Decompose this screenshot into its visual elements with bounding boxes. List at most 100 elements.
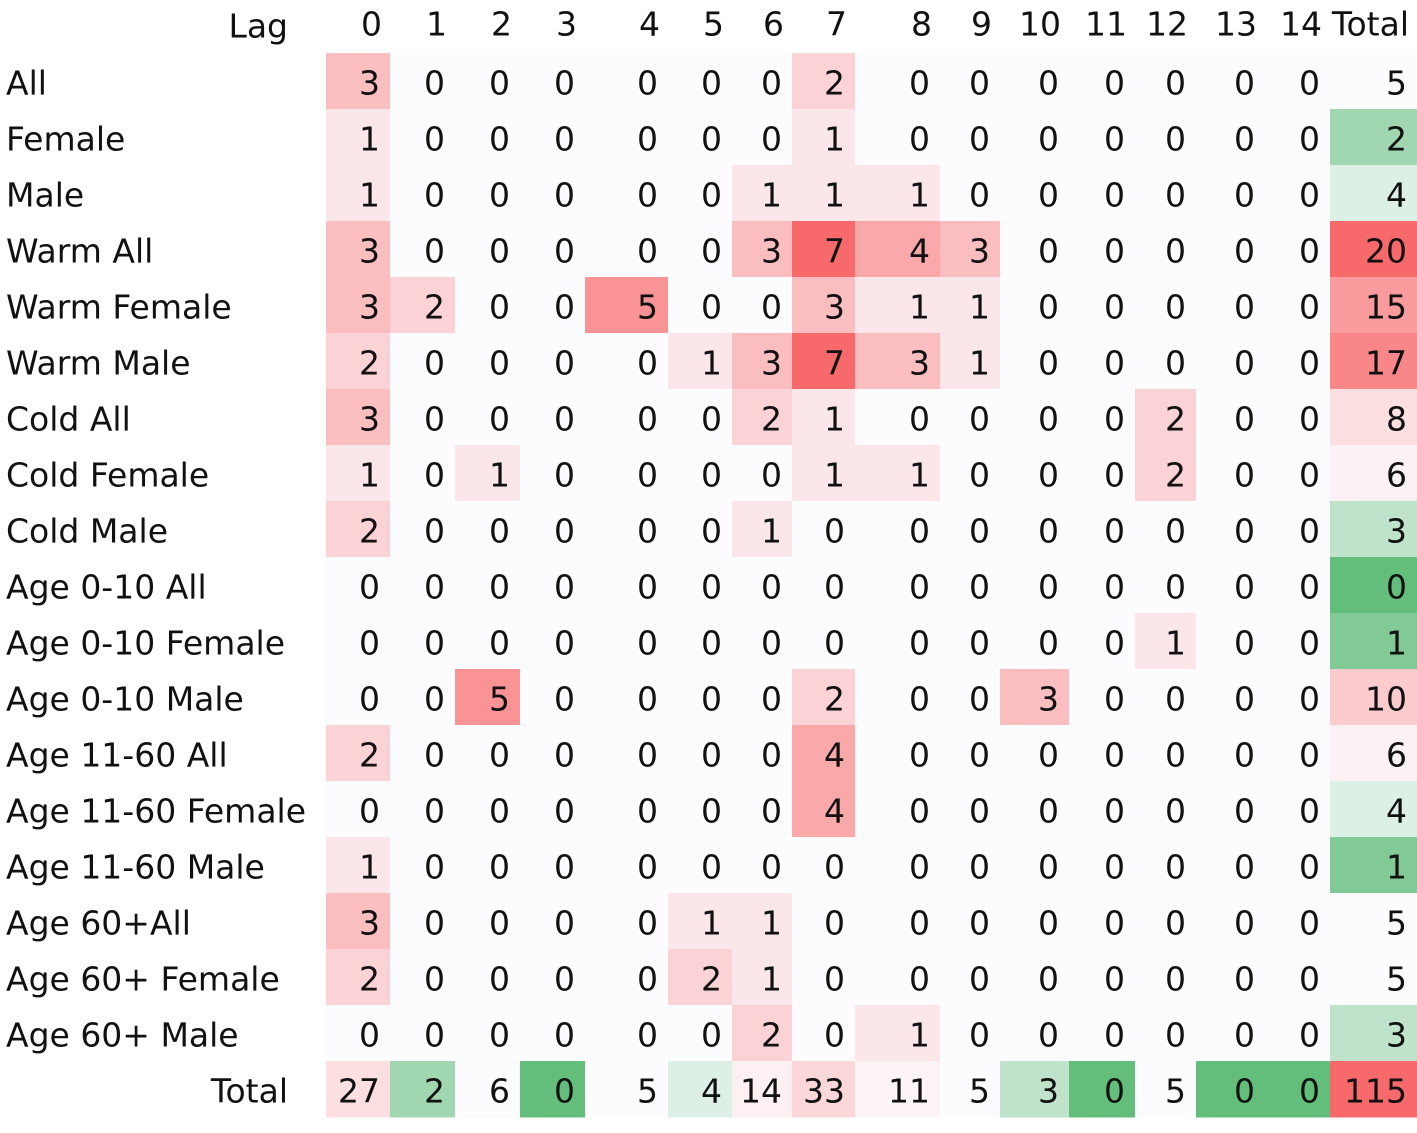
heatmap-cell xyxy=(1330,445,1417,502)
heatmap-cell xyxy=(326,277,390,334)
cell-value: 0 xyxy=(424,512,445,551)
heatmap-cell xyxy=(855,893,940,950)
heatmap-cell xyxy=(1000,669,1069,726)
heatmap-cell xyxy=(732,1061,792,1118)
cell-value: 0 xyxy=(359,624,380,663)
heatmap-cell xyxy=(1135,949,1196,1006)
heatmap-cell xyxy=(585,165,668,222)
heatmap-cell xyxy=(585,893,668,950)
heatmap-cell xyxy=(390,669,455,726)
heatmap-cell xyxy=(390,53,455,110)
heatmap-cell xyxy=(668,1061,732,1118)
heatmap-cell xyxy=(1135,501,1196,558)
heatmap-cell xyxy=(520,669,585,726)
heatmap-cell xyxy=(326,53,390,110)
heatmap-cell xyxy=(1135,1061,1196,1118)
cell-value: 1 xyxy=(761,960,782,999)
heatmap-cell xyxy=(326,613,390,670)
cell-value: 2 xyxy=(1165,400,1186,439)
heatmap-cell xyxy=(1196,837,1265,894)
row-label-warm-male: Warm Male xyxy=(6,344,191,383)
row-label-cold-male: Cold Male xyxy=(6,512,168,551)
heatmap-cell xyxy=(1069,669,1135,726)
heatmap-cell xyxy=(520,445,585,502)
cell-value: 0 xyxy=(1165,904,1186,943)
heatmap-cell xyxy=(1265,557,1330,614)
heatmap-cell xyxy=(732,333,792,390)
cell-value: 0 xyxy=(701,680,722,719)
cell-value: 0 xyxy=(424,848,445,887)
heatmap-cell xyxy=(855,837,940,894)
cell-value: 0 xyxy=(489,512,510,551)
heatmap-cell xyxy=(1265,109,1330,166)
cell-value: 0 xyxy=(424,176,445,215)
heatmap-cell xyxy=(455,893,520,950)
cell-value: 0 xyxy=(1038,120,1059,159)
heatmap-cell xyxy=(1196,501,1265,558)
cell-value: 1 xyxy=(359,120,380,159)
heatmap-cell xyxy=(1265,613,1330,670)
cell-value: 0 xyxy=(1165,568,1186,607)
heatmap-cell xyxy=(855,949,940,1006)
cell-value: 0 xyxy=(637,904,658,943)
row-label-all: All xyxy=(6,64,47,103)
cell-value: 0 xyxy=(824,568,845,607)
cell-value: 0 xyxy=(489,176,510,215)
cell-value: 5 xyxy=(1386,64,1407,103)
heatmap-cell xyxy=(855,277,940,334)
cell-value: 0 xyxy=(1299,568,1320,607)
heatmap-cell xyxy=(1196,221,1265,278)
cell-value: 0 xyxy=(1038,624,1059,663)
cell-value: 0 xyxy=(1165,120,1186,159)
cell-value: 0 xyxy=(554,288,575,327)
cell-value: 0 xyxy=(1299,232,1320,271)
heatmap-cell xyxy=(455,221,520,278)
cell-value: 1 xyxy=(761,176,782,215)
heatmap-cell xyxy=(1330,557,1417,614)
cell-value: 0 xyxy=(637,176,658,215)
heatmap-cell xyxy=(792,669,855,726)
heatmap-cell xyxy=(792,837,855,894)
heatmap-cell xyxy=(668,109,732,166)
heatmap-cell xyxy=(855,445,940,502)
heatmap-cell xyxy=(940,389,1000,446)
cell-value: 1 xyxy=(761,904,782,943)
cell-value: 5 xyxy=(1386,904,1407,943)
heatmap-cell xyxy=(1000,109,1069,166)
row-label-age-11-60-all: Age 11-60 All xyxy=(6,736,228,775)
cell-value: 0 xyxy=(761,848,782,887)
heatmap-cell xyxy=(585,333,668,390)
cell-value: 0 xyxy=(1299,120,1320,159)
heatmap-cell xyxy=(732,837,792,894)
heatmap-cell xyxy=(1265,949,1330,1006)
heatmap-cell xyxy=(1265,333,1330,390)
heatmap-cell xyxy=(585,389,668,446)
row-label-female: Female xyxy=(6,120,125,159)
cell-value: 0 xyxy=(824,848,845,887)
heatmap-cell xyxy=(855,221,940,278)
cell-value: 0 xyxy=(637,344,658,383)
cell-value: 0 xyxy=(969,568,990,607)
cell-value: 5 xyxy=(969,1072,990,1111)
heatmap-cell xyxy=(1135,445,1196,502)
heatmap-cell xyxy=(855,725,940,782)
heatmap-cell xyxy=(1069,613,1135,670)
heatmap-cell xyxy=(326,837,390,894)
column-header-13: 13 xyxy=(1215,5,1257,44)
cell-value: 0 xyxy=(1299,1016,1320,1055)
heatmap-cell xyxy=(326,389,390,446)
cell-value: 0 xyxy=(637,848,658,887)
heatmap-cell xyxy=(326,1061,390,1118)
cell-value: 0 xyxy=(969,64,990,103)
heatmap-cell xyxy=(1196,893,1265,950)
row-label-age-60-all: Age 60+All xyxy=(6,904,191,943)
heatmap-cell xyxy=(520,725,585,782)
cell-value: 0 xyxy=(489,736,510,775)
cell-value: 0 xyxy=(1165,176,1186,215)
cell-value: 0 xyxy=(1165,848,1186,887)
heatmap-cell xyxy=(455,781,520,838)
cell-value: 0 xyxy=(1299,288,1320,327)
heatmap-cell xyxy=(1000,501,1069,558)
heatmap-cell xyxy=(520,1061,585,1118)
